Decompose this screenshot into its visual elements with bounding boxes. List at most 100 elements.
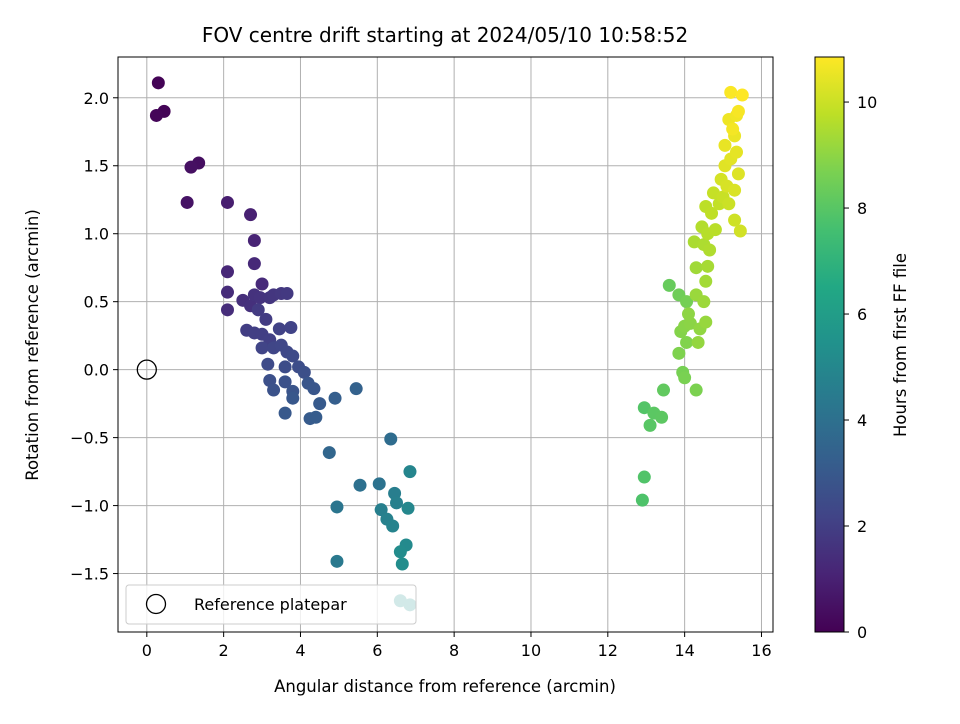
data-point [149, 108, 163, 122]
data-point [220, 303, 234, 317]
data-point [278, 375, 292, 389]
data-point [662, 278, 676, 292]
data-point [680, 295, 694, 309]
data-point [386, 519, 400, 533]
legend-label: Reference platepar [194, 595, 347, 614]
data-point [278, 360, 292, 374]
data-point [403, 465, 417, 479]
data-point [637, 401, 651, 415]
data-point [735, 88, 749, 102]
data-point [244, 208, 258, 222]
x-tick-label: 16 [751, 641, 771, 660]
y-tick-label: −1.5 [70, 565, 109, 584]
data-point [731, 167, 745, 181]
data-point [728, 183, 742, 197]
plot-frame [117, 56, 774, 633]
data-point [280, 287, 294, 301]
data-point [251, 303, 265, 317]
data-point [353, 478, 367, 492]
colorbar-tick-label: 4 [857, 411, 867, 430]
data-point [286, 349, 300, 363]
data-points [149, 76, 749, 612]
legend-box [125, 584, 417, 625]
colorbar-label: Hours from first FF file [891, 253, 910, 437]
data-point [637, 470, 651, 484]
legend: Reference platepar [125, 584, 417, 625]
data-point [267, 383, 281, 397]
colorbar-tick-label: 10 [857, 93, 877, 112]
data-point [635, 493, 649, 507]
x-tick-label: 0 [142, 641, 152, 660]
data-point [328, 391, 342, 405]
data-point [703, 243, 717, 257]
data-point [733, 224, 747, 238]
data-point [689, 261, 703, 275]
data-point [689, 383, 703, 397]
data-point [278, 406, 292, 420]
data-point [708, 223, 722, 237]
data-point [384, 432, 398, 446]
colorbar: 0 2 4 6 8 10 Hours from first FF file [814, 56, 910, 642]
colorbar-tick-label: 2 [857, 517, 867, 536]
colorbar-tick-label: 0 [857, 623, 867, 642]
data-point [681, 307, 695, 321]
grid [118, 57, 773, 632]
data-point [655, 410, 669, 424]
data-point [255, 277, 269, 291]
data-point [297, 365, 311, 379]
x-tick-label: 14 [674, 641, 694, 660]
colorbar-tick-label: 8 [857, 199, 867, 218]
x-tick-label: 8 [449, 641, 459, 660]
data-point [349, 382, 363, 396]
chart-title: FOV centre drift starting at 2024/05/10 … [202, 23, 688, 47]
x-tick-label: 2 [219, 641, 229, 660]
data-point [313, 397, 327, 411]
x-tick-label: 10 [521, 641, 541, 660]
colorbar-ticks: 0 2 4 6 8 10 [844, 93, 877, 642]
data-point [307, 382, 321, 396]
data-point [643, 418, 657, 432]
data-point [151, 76, 165, 90]
data-point [253, 291, 267, 305]
y-tick-label: 1.5 [84, 157, 109, 176]
y-tick-label: 2.0 [84, 89, 109, 108]
data-point [393, 545, 407, 559]
data-point [286, 391, 300, 405]
reference-platepar-marker [136, 359, 157, 380]
data-point [726, 122, 740, 136]
data-point [220, 265, 234, 279]
data-point [374, 503, 388, 517]
reference-marker-layer [136, 359, 157, 380]
data-point [247, 257, 261, 271]
data-point [705, 206, 719, 220]
y-axis-label: Rotation from reference (arcmin) [23, 209, 42, 481]
data-point [247, 234, 261, 248]
colorbar-tick-label: 6 [857, 305, 867, 324]
data-point [680, 335, 694, 349]
data-point [261, 357, 275, 371]
data-point [697, 295, 711, 309]
data-point [724, 85, 738, 99]
y-tick-label: −0.5 [70, 429, 109, 448]
data-point [322, 446, 336, 460]
data-point [330, 500, 344, 514]
data-point [220, 285, 234, 299]
colorbar-gradient [814, 56, 845, 633]
data-point [701, 259, 715, 273]
data-point [657, 383, 671, 397]
x-tick-label: 12 [598, 641, 618, 660]
data-point [309, 410, 323, 424]
data-point [718, 138, 732, 152]
y-tick-label: 0.5 [84, 293, 109, 312]
y-tick-label: 1.0 [84, 225, 109, 244]
data-point [220, 195, 234, 209]
data-point [672, 346, 686, 360]
data-point [184, 160, 198, 174]
legend-marker-open-circle [145, 593, 167, 615]
data-point [731, 104, 745, 118]
data-point [255, 341, 269, 355]
x-axis-ticks: 0 2 4 6 8 10 12 14 16 [142, 632, 772, 660]
data-point [699, 315, 713, 329]
data-point [390, 496, 404, 510]
